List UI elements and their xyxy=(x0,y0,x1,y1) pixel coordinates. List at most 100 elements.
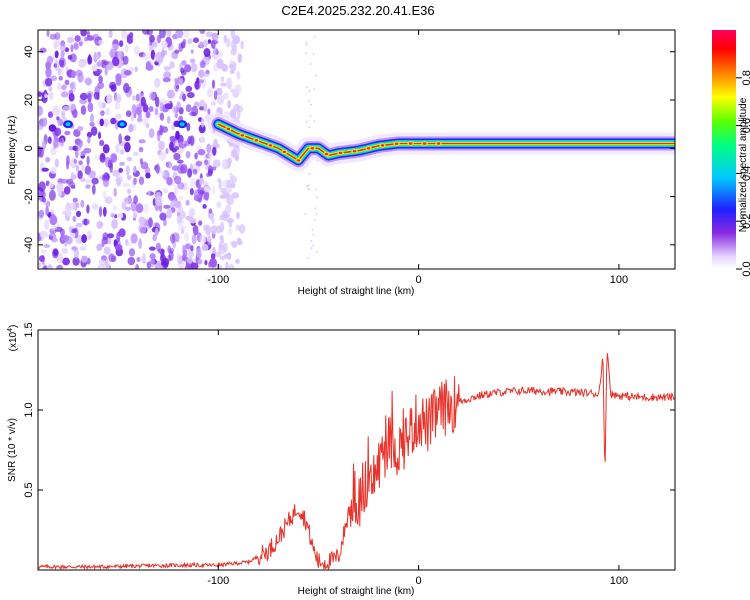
noise-blob xyxy=(148,217,153,228)
noise-blob xyxy=(108,253,115,263)
noise-blob xyxy=(88,170,96,179)
noise-blob xyxy=(74,35,81,42)
noise-blob xyxy=(157,248,165,254)
noise-blob xyxy=(97,264,106,269)
noise-blob xyxy=(47,111,54,118)
noise-blob xyxy=(115,143,120,153)
noise-blob xyxy=(58,76,63,81)
noise-blob xyxy=(139,158,143,165)
spectrogram-noise-layer xyxy=(38,30,318,269)
noise-blob xyxy=(211,247,216,254)
noise-blob xyxy=(138,238,142,250)
noise-blob xyxy=(77,170,83,180)
noise-blob xyxy=(162,188,169,194)
noise-blob xyxy=(160,40,168,49)
noise-blob xyxy=(237,53,242,63)
noise-blob xyxy=(40,230,48,239)
noise-blob xyxy=(136,117,143,123)
noise-blob xyxy=(123,70,132,76)
noise-blob xyxy=(98,39,104,45)
noise-speck xyxy=(312,53,315,56)
noise-blob xyxy=(133,165,137,174)
noise-blob xyxy=(48,86,53,92)
snr-xlabel: Height of straight line (km) xyxy=(298,586,415,597)
noise-blob xyxy=(79,92,88,101)
x-tick-label: 100 xyxy=(610,575,628,587)
noise-blob xyxy=(117,212,124,219)
noise-blob xyxy=(190,63,198,73)
noise-blob xyxy=(58,57,66,68)
noise-blob xyxy=(204,190,210,201)
noise-blob xyxy=(105,173,111,181)
noise-blob xyxy=(75,222,83,228)
noise-blob xyxy=(135,106,142,115)
noise-blob xyxy=(161,257,170,268)
noise-blob xyxy=(118,133,123,144)
noise-blob xyxy=(204,159,209,166)
noise-blob xyxy=(189,218,197,224)
noise-blob xyxy=(154,52,162,63)
noise-blob xyxy=(91,184,96,195)
noise-blob xyxy=(142,252,146,261)
noise-speck xyxy=(314,36,316,38)
noise-blob xyxy=(172,105,177,114)
noise-blob xyxy=(71,231,76,238)
noise-blob xyxy=(41,140,47,150)
noise-blob xyxy=(166,208,173,219)
noise-blob xyxy=(130,111,135,122)
noise-blob xyxy=(118,167,123,173)
noise-blob xyxy=(232,192,240,199)
noise-blob xyxy=(123,55,129,65)
noise-blob xyxy=(184,64,192,73)
noise-blob xyxy=(221,159,228,170)
noise-blob xyxy=(125,110,132,117)
noise-blob xyxy=(174,49,180,54)
noise-blob xyxy=(236,211,240,220)
noise-blob xyxy=(124,135,131,142)
noise-blob xyxy=(158,151,167,162)
x-tick-label: 0 xyxy=(416,274,422,286)
noise-blob xyxy=(47,136,52,144)
noise-blob xyxy=(81,255,88,263)
noise-blob xyxy=(226,252,232,260)
noise-blob xyxy=(60,178,69,184)
noise-blob xyxy=(95,69,103,74)
noise-blob xyxy=(49,33,57,40)
noise-blob xyxy=(59,44,67,52)
noise-blob xyxy=(119,161,125,166)
noise-blob xyxy=(68,146,74,151)
noise-blob xyxy=(208,208,213,214)
noise-blob xyxy=(146,261,152,269)
noise-blob xyxy=(227,228,233,235)
noise-blob xyxy=(50,166,57,174)
noise-blob xyxy=(124,142,131,153)
noise-speck xyxy=(310,240,312,242)
noise-blob xyxy=(41,167,49,172)
noise-blob xyxy=(197,187,206,195)
noise-blob xyxy=(72,215,77,223)
noise-blob xyxy=(94,154,102,161)
noise-blob xyxy=(118,228,126,238)
x-tick-label: 100 xyxy=(610,274,628,286)
noise-blob xyxy=(128,123,134,133)
spectrogram-frame xyxy=(37,29,676,270)
noise-blob xyxy=(194,152,198,160)
noise-blob xyxy=(126,35,134,45)
ridge-dot-core xyxy=(338,151,343,155)
noise-blob xyxy=(207,165,214,175)
noise-blob xyxy=(97,101,103,109)
noise-blob xyxy=(85,184,91,189)
ridge-dot-core xyxy=(352,150,357,153)
noise-blob xyxy=(199,234,207,245)
noise-blob xyxy=(187,38,193,45)
noise-blob xyxy=(46,30,50,37)
noise-blob xyxy=(140,96,146,107)
noise-blob xyxy=(64,130,71,136)
ridge-dot-core xyxy=(366,147,371,150)
noise-blob xyxy=(207,39,212,44)
noise-blob xyxy=(133,212,138,219)
noise-blob xyxy=(226,179,231,188)
noise-blob xyxy=(205,225,212,236)
noise-blob xyxy=(167,245,171,254)
noise-blob xyxy=(102,232,109,240)
